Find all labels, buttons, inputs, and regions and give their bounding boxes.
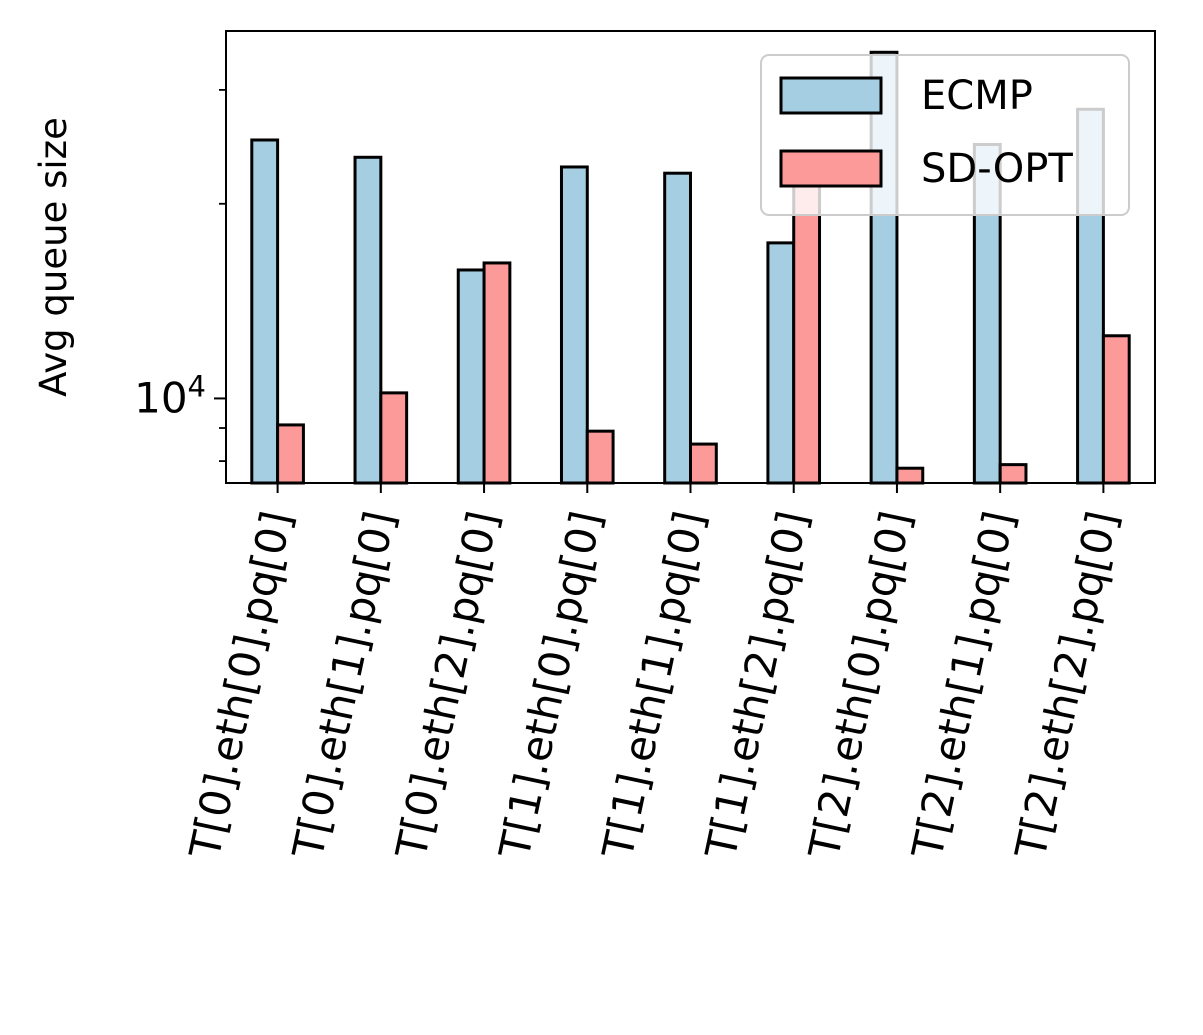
bar-sd-opt-8 (1101, 334, 1131, 485)
legend-label-sd-opt: SD-OPT (921, 146, 1073, 192)
x-tick-label: T[0].eth[0].pq[0] (180, 507, 302, 864)
y-minor-ticks (219, 88, 226, 463)
bar-ecmp-4 (663, 171, 693, 485)
x-tick-label: T[2].eth[2].pq[0] (1006, 507, 1128, 864)
bar-sd-opt-2 (482, 261, 512, 485)
bar-ecmp-2 (456, 268, 486, 485)
x-tick-label: T[1].eth[1].pq[0] (593, 507, 715, 864)
y-tick-label: 104 (134, 369, 206, 422)
x-tick-label: T[0].eth[2].pq[0] (386, 507, 508, 864)
x-tick-label: T[2].eth[0].pq[0] (799, 507, 921, 864)
bar-sd-opt-7 (998, 463, 1028, 485)
bar-sd-opt-0 (276, 423, 305, 485)
bar-ecmp-1 (353, 155, 383, 485)
x-tick-label: T[2].eth[1].pq[0] (902, 507, 1024, 864)
x-ticks: T[0].eth[0].pq[0]T[0].eth[1].pq[0]T[0].e… (180, 483, 1127, 863)
y-axis-label: Avg queue size (32, 117, 75, 397)
bar-sd-opt-6 (895, 466, 925, 485)
x-tick-label: T[1].eth[0].pq[0] (490, 507, 612, 864)
legend-label-ecmp: ECMP (921, 73, 1033, 119)
x-tick-label: T[1].eth[2].pq[0] (696, 507, 818, 864)
bar-ecmp-5 (766, 241, 796, 485)
plot-frame (225, 30, 1156, 484)
bar-ecmp-0 (250, 138, 280, 485)
legend-swatch-sd-opt (779, 149, 883, 188)
legend-swatch-ecmp (779, 76, 883, 115)
bar-sd-opt-3 (585, 429, 615, 485)
bar-sd-opt-1 (379, 391, 409, 485)
y-major-ticks: 104 (134, 369, 226, 422)
legend: ECMP SD-OPT (760, 54, 1130, 216)
bar-sd-opt-4 (689, 442, 718, 485)
x-tick-label: T[0].eth[1].pq[0] (283, 507, 405, 864)
bar-ecmp-3 (559, 165, 589, 485)
